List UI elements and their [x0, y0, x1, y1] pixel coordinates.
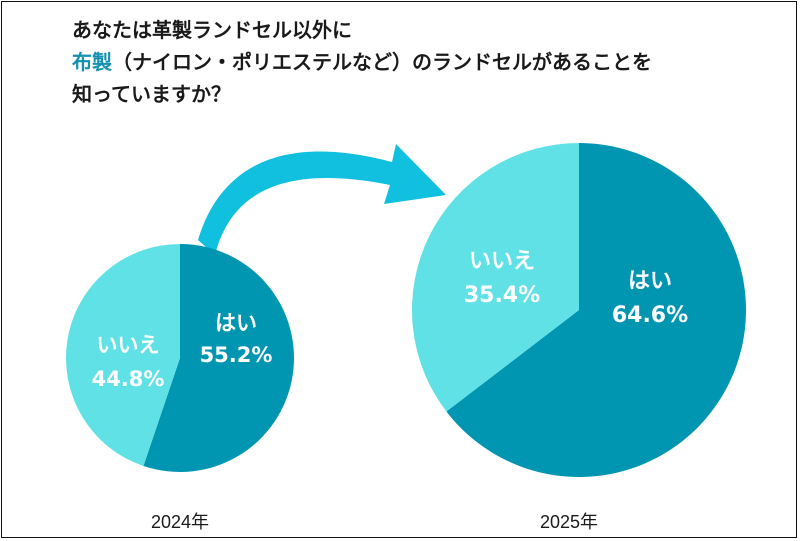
year-label-2024: 2024年: [151, 512, 210, 532]
title-line-3: 知っていますか？: [72, 82, 231, 106]
title-line-2-rest: （ナイロン・ポリエステルなど）のランドセルがあることを: [112, 50, 652, 74]
slice-2024-yes-label: はい: [215, 311, 257, 335]
title-accent: 布製: [72, 50, 112, 74]
slice-2024-no-label: いいえ: [97, 333, 160, 357]
pie-2025: はい 64.6% いいえ 35.4%: [411, 143, 746, 477]
slice-2025-no: [411, 143, 579, 412]
year-label-2025: 2025年: [540, 512, 599, 532]
slice-2024-no: [65, 244, 180, 466]
arrow-icon: [198, 144, 446, 255]
slice-2025-yes-label: はい: [628, 269, 672, 294]
slice-2025-yes: [446, 143, 746, 477]
title-line-2: 布製（ナイロン・ポリエステルなど）のランドセルがあることを: [72, 46, 652, 78]
slice-2024-yes-value: 55.2%: [200, 343, 273, 367]
pie-2024: はい 55.2% いいえ 44.8%: [65, 244, 294, 472]
slice-2025-no-value: 35.4%: [464, 283, 540, 308]
slice-2025-no-label: いいえ: [469, 249, 535, 274]
title-line-1: あなたは革製ランドセル以外に: [72, 18, 352, 42]
slice-2024-no-value: 44.8%: [92, 367, 165, 391]
slice-2024-yes: [143, 244, 294, 472]
chart-title: あなたは革製ランドセル以外に 布製（ナイロン・ポリエステルなど）のランドセルがあ…: [72, 14, 652, 110]
slice-2025-yes-value: 64.6%: [612, 303, 688, 328]
